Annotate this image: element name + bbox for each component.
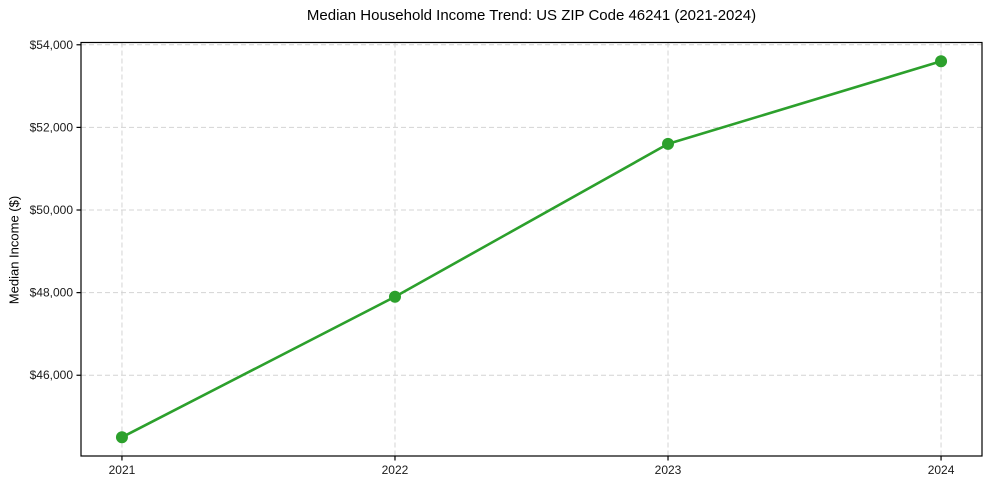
data-point-2024 <box>935 55 948 68</box>
data-point-2021 <box>115 431 128 444</box>
y-tick-label: $48,000 <box>30 286 74 300</box>
y-tick-label: $54,000 <box>30 38 74 52</box>
y-tick-label: $46,000 <box>30 368 74 382</box>
trend-line <box>120 59 943 439</box>
x-tick-label: 2023 <box>655 463 682 477</box>
x-tick-label: 2024 <box>928 463 955 477</box>
y-tick-label: $50,000 <box>30 203 74 217</box>
data-point-2023 <box>662 137 675 150</box>
plot-border <box>80 41 983 457</box>
x-tick-label: 2022 <box>382 463 409 477</box>
x-tick-label: 2021 <box>109 463 136 477</box>
y-tick-label: $52,000 <box>30 120 74 134</box>
data-point-2022 <box>388 290 401 303</box>
chart-title: Median Household Income Trend: US ZIP Co… <box>306 7 757 24</box>
